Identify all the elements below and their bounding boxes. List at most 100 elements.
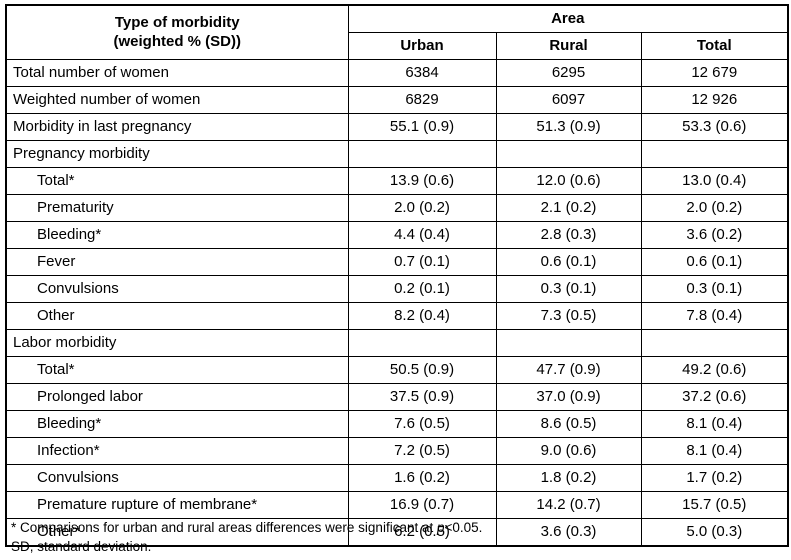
cell-total: 37.2 (0.6) [640,383,789,411]
cell-rural: 0.3 (0.1) [495,275,642,303]
cell-total: 49.2 (0.6) [640,356,789,384]
cell-total: 8.1 (0.4) [640,410,789,438]
table-row: Other 8.2 (0.4) 7.3 (0.5) 7.8 (0.4) [5,302,789,330]
cell-rural: 6295 [495,59,642,87]
row-label: Bleeding* [5,410,349,438]
cell-total: 12 679 [640,59,789,87]
cell-rural: 1.8 (0.2) [495,464,642,492]
cell-rural: 6097 [495,86,642,114]
footnotes: * Comparisons for urban and rural areas … [11,518,482,556]
cell-total: 0.6 (0.1) [640,248,789,276]
row-label: Prematurity [5,194,349,222]
row-label: Convulsions [5,464,349,492]
cell-urban: 37.5 (0.9) [347,383,497,411]
cell-urban: 6829 [347,86,497,114]
col-header-title-line2: (weighted % (SD)) [113,32,242,50]
cell-urban: 7.2 (0.5) [347,437,497,465]
table-row: Weighted number of women 6829 6097 12 926 [5,86,789,114]
table-body: Total number of women 6384 6295 12 679 Weigh… [5,59,789,547]
row-label: Total* [5,356,349,384]
footnote-significance: * Comparisons for urban and rural areas … [11,518,482,537]
row-label: Premature rupture of membrane* [5,491,349,519]
cell-urban: 1.6 (0.2) [347,464,497,492]
cell-rural: 0.6 (0.1) [495,248,642,276]
cell-total [640,329,789,357]
cell-urban: 55.1 (0.9) [347,113,497,141]
col-header-title-line1: Type of morbidity [114,13,240,31]
cell-urban [347,329,497,357]
row-label: Bleeding* [5,221,349,249]
col-header-urban: Urban [347,32,497,60]
row-label: Convulsions [5,275,349,303]
cell-rural: 8.6 (0.5) [495,410,642,438]
cell-urban [347,140,497,168]
table-row: Fever 0.7 (0.1) 0.6 (0.1) 0.6 (0.1) [5,248,789,276]
cell-urban: 2.0 (0.2) [347,194,497,222]
row-label: Pregnancy morbidity [5,140,349,168]
cell-urban: 16.9 (0.7) [347,491,497,519]
cell-total: 2.0 (0.2) [640,194,789,222]
cell-total: 15.7 (0.5) [640,491,789,519]
cell-rural: 9.0 (0.6) [495,437,642,465]
cell-rural [495,140,642,168]
table-row: Morbidity in last pregnancy 55.1 (0.9) 51.… [5,113,789,141]
cell-urban: 50.5 (0.9) [347,356,497,384]
table-row: Prematurity 2.0 (0.2) 2.1 (0.2) 2.0 (0.2) [5,194,789,222]
table-row: Infection* 7.2 (0.5) 9.0 (0.6) 8.1 (0.4) [5,437,789,465]
cell-total: 7.8 (0.4) [640,302,789,330]
row-label: Total number of women [5,59,349,87]
row-label: Labor morbidity [5,329,349,357]
cell-total: 1.7 (0.2) [640,464,789,492]
table-row: Bleeding* 4.4 (0.4) 2.8 (0.3) 3.6 (0.2) [5,221,789,249]
cell-total: 5.0 (0.3) [640,518,789,547]
col-header-area: Area [347,4,789,33]
row-label: Prolonged labor [5,383,349,411]
cell-urban: 13.9 (0.6) [347,167,497,195]
footnote-sd: SD, standard deviation. [11,539,152,554]
row-label: Weighted number of women [5,86,349,114]
section-row: Labor morbidity [5,329,789,357]
table-row: Bleeding* 7.6 (0.5) 8.6 (0.5) 8.1 (0.4) [5,410,789,438]
cell-total [640,140,789,168]
row-label: Other [5,302,349,330]
cell-urban: 0.7 (0.1) [347,248,497,276]
cell-rural: 47.7 (0.9) [495,356,642,384]
row-label: Fever [5,248,349,276]
table-row: Total* 13.9 (0.6) 12.0 (0.6) 13.0 (0.4) [5,167,789,195]
cell-total: 13.0 (0.4) [640,167,789,195]
cell-rural: 51.3 (0.9) [495,113,642,141]
footnote-p-italic: p [436,520,445,535]
table-row: Convulsions 0.2 (0.1) 0.3 (0.1) 0.3 (0.1) [5,275,789,303]
cell-urban: 6384 [347,59,497,87]
cell-total: 3.6 (0.2) [640,221,789,249]
cell-urban: 4.4 (0.4) [347,221,497,249]
cell-urban: 7.6 (0.5) [347,410,497,438]
section-row: Pregnancy morbidity [5,140,789,168]
cell-rural: 2.1 (0.2) [495,194,642,222]
table-row: Convulsions 1.6 (0.2) 1.8 (0.2) 1.7 (0.2) [5,464,789,492]
cell-rural: 2.8 (0.3) [495,221,642,249]
cell-total: 12 926 [640,86,789,114]
cell-rural: 12.0 (0.6) [495,167,642,195]
cell-total: 8.1 (0.4) [640,437,789,465]
table-row: Other* 6.2 (0.5) 3.6 (0.3) 5.0 (0.3) [5,518,789,547]
cell-rural [495,329,642,357]
cell-total: 53.3 (0.6) [640,113,789,141]
header-row-columns: Urban Rural Total [6,32,789,60]
cell-total: 0.3 (0.1) [640,275,789,303]
table-row: Premature rupture of membrane* 16.9 (0.7)… [5,491,789,519]
cell-urban: 8.2 (0.4) [347,302,497,330]
table-row: Total number of women 6384 6295 12 679 [5,59,789,87]
table-row: Total* 50.5 (0.9) 47.7 (0.9) 49.2 (0.6) [5,356,789,384]
cell-rural: 3.6 (0.3) [495,518,642,547]
col-header-total: Total [640,32,789,60]
row-label: Infection* [5,437,349,465]
col-header-rural: Rural [495,32,642,60]
footnote-significance-text: * Comparisons for urban and rural areas … [11,520,437,535]
cell-rural: 14.2 (0.7) [495,491,642,519]
footnote-significance-suffix: <0.05. [444,520,483,535]
header-row-area: Type of morbidity (weighted % (SD)) Area [5,4,789,60]
morbidity-table: Type of morbidity (weighted % (SD)) Area… [5,4,790,547]
row-label: Total* [5,167,349,195]
